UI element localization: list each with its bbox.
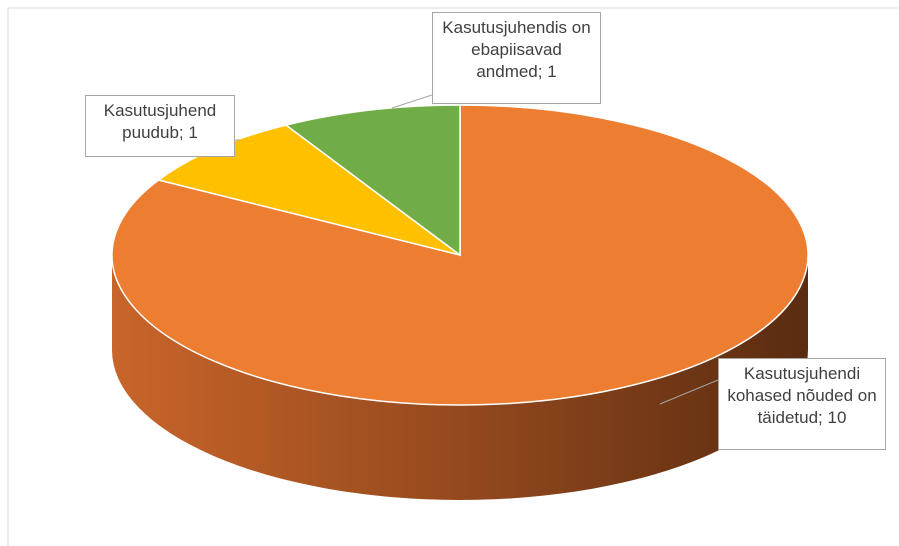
slice <box>284 104 461 257</box>
leader-line <box>391 94 433 109</box>
leader-line <box>659 379 719 405</box>
slice-side <box>112 255 808 500</box>
data-label: Kasutusjuhendi kohased nõuded on täidetu… <box>718 358 886 450</box>
data-label: Kasutusjuhend puudub; 1 <box>85 95 235 157</box>
data-label: Kasutusjuhendis on ebapiisavad andmed; 1 <box>432 12 601 104</box>
plot-border <box>7 7 899 546</box>
